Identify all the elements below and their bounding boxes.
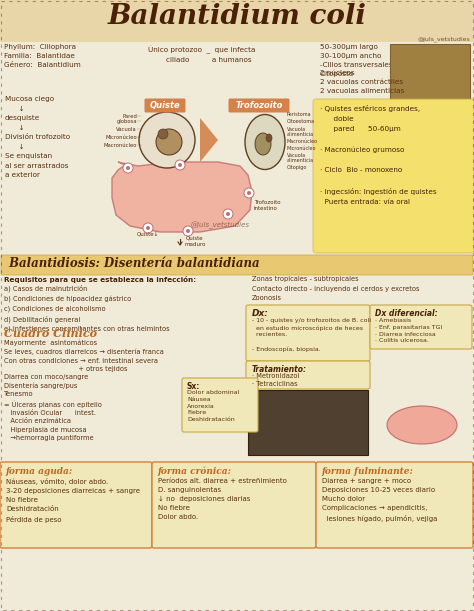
- Text: Vacuola: Vacuola: [117, 127, 137, 132]
- Text: Trofozoito
intestino: Trofozoito intestino: [254, 200, 281, 211]
- Text: Zonas tropicales - subtropicales
Contacto directo - incluyendo el cerdos y excre: Zonas tropicales - subtropicales Contact…: [252, 276, 419, 301]
- Ellipse shape: [255, 133, 271, 155]
- Text: Vacuola: Vacuola: [287, 153, 306, 158]
- Text: Diarrea + sangre + moco
Deposiciones 10-25 veces diario
Mucho dolor
Complicacion: Diarrea + sangre + moco Deposiciones 10-…: [322, 478, 438, 522]
- Ellipse shape: [387, 406, 457, 444]
- Text: Micronúcleo: Micronúcleo: [105, 135, 137, 140]
- Polygon shape: [200, 118, 218, 162]
- Text: Náuseas, vómito, dolor abdo.
3-20 deposiciones diarreicas + sangre
No fiebre
Des: Náuseas, vómito, dolor abdo. 3-20 deposi…: [6, 478, 140, 522]
- Circle shape: [223, 209, 233, 219]
- Text: Vacuola: Vacuola: [287, 127, 306, 132]
- Text: Mucosa ciego
      ↓
desquiste
      ↓
División trofozoito
      ↓
Se enquistan
: Mucosa ciego ↓ desquiste ↓ División trof…: [5, 96, 70, 178]
- Text: · Quistes esféricos grandes,
      doble
      pared      50-60μm

· Macronúcleo: · Quistes esféricos grandes, doble pared…: [320, 105, 437, 205]
- Text: Trofozoito: Trofozoito: [235, 101, 283, 110]
- FancyBboxPatch shape: [1, 255, 473, 275]
- Text: · Amebiasis
· Enf. parasitarias TGI
· Diarrea infecciosa
· Colitis ulcerosa.: · Amebiasis · Enf. parasitarias TGI · Di…: [375, 318, 442, 343]
- Circle shape: [186, 229, 190, 233]
- Text: Períodos alt. diarrea + estreñimiento
D. sanguinolentas
↓ no  deposiciones diari: Períodos alt. diarrea + estreñimiento D.…: [158, 478, 287, 520]
- Text: alimenticia: alimenticia: [287, 132, 314, 137]
- Circle shape: [244, 188, 254, 198]
- Circle shape: [123, 163, 133, 173]
- Text: Peristoma: Peristoma: [287, 112, 311, 117]
- Text: Micronúcleo: Micronúcleo: [287, 146, 317, 151]
- Circle shape: [126, 166, 130, 170]
- FancyBboxPatch shape: [370, 305, 472, 349]
- Text: Pared: Pared: [122, 114, 137, 119]
- Text: Requisitos para que se establezca la infección:: Requisitos para que se establezca la inf…: [4, 276, 196, 283]
- Text: forma fulminante:: forma fulminante:: [322, 467, 414, 476]
- Bar: [390, 44, 470, 99]
- Text: Quiste: Quiste: [150, 101, 180, 110]
- Text: 2 núcleos
2 vacuolas contráctiles
2 vacuolas alimenticias: 2 núcleos 2 vacuolas contráctiles 2 vacu…: [320, 70, 404, 94]
- FancyBboxPatch shape: [145, 98, 185, 112]
- Text: Phyllum:  Ciliophora
Familia:  Balantidae
Género:  Balantidium: Phyllum: Ciliophora Familia: Balantidae …: [4, 44, 81, 68]
- Circle shape: [175, 160, 185, 170]
- Text: forma aguda:: forma aguda:: [6, 467, 73, 476]
- Text: forma crónica:: forma crónica:: [158, 467, 232, 477]
- Circle shape: [139, 112, 195, 168]
- FancyBboxPatch shape: [228, 98, 290, 112]
- Text: 50-300μm largo
30-100μm ancho
-Cilios transversales
Citoposte: 50-300μm largo 30-100μm ancho -Cilios tr…: [320, 44, 392, 77]
- Text: Macronúcleo: Macronúcleo: [287, 139, 318, 144]
- Text: @juls_vetstudies: @juls_vetstudies: [417, 36, 470, 42]
- Text: Cuadro Clínico: Cuadro Clínico: [4, 328, 97, 339]
- Ellipse shape: [266, 134, 272, 142]
- Circle shape: [143, 223, 153, 233]
- Polygon shape: [112, 162, 252, 232]
- Text: - 10 - quistes y/o trofozoitos de B. coli
  en estudio microscópico de heces
  r: - 10 - quistes y/o trofozoitos de B. col…: [252, 318, 371, 352]
- Text: Balantidium coli: Balantidium coli: [108, 3, 366, 30]
- Text: Dolor abdominal
Náusea
Anorexia
Fiebre
Deshidratación: Dolor abdominal Náusea Anorexia Fiebre D…: [187, 390, 239, 422]
- Text: Citopigo: Citopigo: [287, 165, 307, 170]
- Text: alimenticia: alimenticia: [287, 158, 314, 163]
- Bar: [248, 390, 368, 455]
- Text: Citoestoma: Citoestoma: [287, 119, 315, 124]
- Text: Tratamiento:: Tratamiento:: [252, 365, 307, 374]
- Text: a) Casos de malnutrición
b) Condiciones de hipoacidez gástrico
c) Condiciones de: a) Casos de malnutrición b) Condiciones …: [4, 285, 170, 332]
- Text: · Metronidazol
· Tetraciclinas: · Metronidazol · Tetraciclinas: [252, 373, 300, 387]
- FancyBboxPatch shape: [152, 462, 316, 548]
- Text: Dx diferencial:: Dx diferencial:: [375, 309, 438, 318]
- FancyBboxPatch shape: [182, 378, 258, 432]
- Text: Quiste↓: Quiste↓: [137, 232, 159, 237]
- FancyBboxPatch shape: [246, 305, 370, 361]
- Circle shape: [226, 212, 230, 216]
- FancyBboxPatch shape: [316, 462, 473, 548]
- FancyBboxPatch shape: [246, 361, 370, 389]
- Text: Quiste
maduro: Quiste maduro: [184, 236, 206, 247]
- Text: Único protozoo  _  que infecta
        ciliado          a humanos: Único protozoo _ que infecta ciliado a h…: [148, 46, 255, 64]
- Text: Dx:: Dx:: [252, 309, 269, 318]
- FancyBboxPatch shape: [313, 99, 474, 253]
- Circle shape: [146, 226, 150, 230]
- Ellipse shape: [245, 114, 285, 169]
- Circle shape: [247, 191, 251, 195]
- Text: @juls_vetstudies: @juls_vetstudies: [191, 222, 249, 230]
- Text: Macronúcleo: Macronúcleo: [104, 143, 137, 148]
- Text: globosa: globosa: [117, 119, 137, 124]
- Circle shape: [156, 129, 182, 155]
- Text: Balantidiosis: Disentería balantidiana: Balantidiosis: Disentería balantidiana: [5, 257, 260, 270]
- Bar: [374, 380, 470, 455]
- Text: Mayormente  asintomáticos
Se leves, cuadros diarreicos → disentería franca
Con o: Mayormente asintomáticos Se leves, cuadr…: [4, 340, 164, 441]
- FancyBboxPatch shape: [0, 462, 152, 548]
- Circle shape: [183, 226, 193, 236]
- FancyBboxPatch shape: [0, 0, 474, 42]
- Circle shape: [178, 163, 182, 167]
- Circle shape: [158, 129, 168, 139]
- Text: Sx:: Sx:: [187, 382, 201, 391]
